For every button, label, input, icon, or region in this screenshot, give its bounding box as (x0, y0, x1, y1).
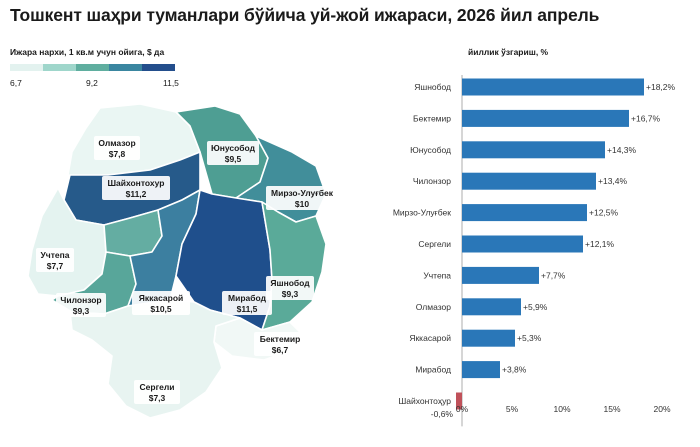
bar (462, 298, 521, 316)
value-label: +18,2% (646, 82, 676, 92)
bar (462, 141, 605, 159)
label-uchtepa-name: Учтепа (41, 250, 70, 260)
value-label: +5,9% (523, 302, 548, 312)
label-olmazor: Олмазор $7,8 (94, 136, 140, 160)
legend-swatch (76, 64, 109, 71)
district-map: Ижара нархи, 1 кв.м учун ойига, $ да 6,7… (10, 47, 338, 418)
label-olmazor-name: Олмазор (98, 138, 135, 148)
legend-swatch (43, 64, 76, 71)
label-mirzo-value: $10 (295, 199, 309, 209)
legend-swatch (142, 64, 175, 71)
bar (462, 172, 596, 190)
value-label: +7,7% (541, 270, 566, 280)
label-mirobod-value: $11,5 (237, 304, 258, 314)
value-label: +16,7% (631, 113, 661, 123)
label-mirobod: Мирабод $11,5 (222, 291, 272, 315)
label-mirzo-name: Мирзо-Улуғбек (271, 188, 334, 198)
bar (462, 361, 500, 379)
label-shayxontoxur: Шайхонтохур $11,2 (102, 176, 170, 200)
x-tick-label: 15% (603, 404, 620, 414)
label-sergeli-value: $7,3 (149, 393, 166, 403)
label-uchtepa: Учтепа $7,7 (36, 248, 74, 272)
label-yakkasaroy: Яккасарой $10,5 (132, 291, 190, 315)
label-chilonzor-value: $9,3 (73, 306, 90, 316)
label-yunusobod: Юнусобод $9,5 (207, 141, 259, 165)
x-tick-label: 5% (506, 404, 519, 414)
value-label: +12,1% (585, 239, 615, 249)
label-yashnobod: Яшнобод $9,3 (266, 276, 314, 300)
label-yashnobod-name: Яшнобод (270, 278, 310, 288)
label-uchtepa-value: $7,7 (47, 261, 64, 271)
label-shayxontoxur-value: $11,2 (126, 189, 147, 199)
bar (462, 329, 515, 347)
label-yakkasaroy-name: Яккасарой (139, 293, 184, 303)
value-label: +12,5% (589, 208, 619, 218)
x-tick-label: 10% (553, 404, 570, 414)
legend-swatch (10, 64, 43, 71)
value-label: +14,3% (607, 145, 637, 155)
label-yunusobod-value: $9,5 (225, 154, 242, 164)
label-mirzo: Мирзо-Улуғбек $10 (266, 186, 338, 210)
legend-swatch (109, 64, 142, 71)
bar (462, 235, 583, 253)
bar (462, 204, 587, 222)
value-label: +3,8% (502, 365, 527, 375)
page-title: Тошкент шаҳри туманлари бўйича уй-жой иж… (10, 5, 600, 25)
label-bektemir-value: $6,7 (272, 345, 289, 355)
bar (462, 109, 629, 127)
bar (462, 78, 644, 96)
district-labels: Олмазор $7,8 Юнусобод $9,5 Шайхонтохур $… (36, 136, 338, 404)
label-chilonzor-name: Чилонзор (60, 295, 101, 305)
label-olmazor-value: $7,8 (109, 149, 126, 159)
label-bektemir-name: Бектемир (260, 334, 301, 344)
label-sergeli: Сергели $7,3 (134, 380, 180, 404)
label-mirobod-name: Мирабод (228, 293, 267, 303)
value-label: +13,4% (598, 176, 628, 186)
legend-tick-min: 6,7 (10, 78, 22, 88)
color-legend (10, 64, 175, 71)
label-bektemir: Бектемир $6,7 (254, 332, 306, 356)
label-yashnobod-value: $9,3 (282, 289, 299, 299)
chart-title: йиллик ўзгариш, % (468, 47, 549, 57)
bar (462, 266, 539, 284)
label-yakkasaroy-value: $10,5 (150, 304, 172, 314)
label-sergeli-name: Сергели (140, 382, 175, 392)
label-yunusobod-name: Юнусобод (211, 143, 256, 153)
value-label: +5,3% (517, 333, 542, 343)
label-chilonzor: Чилонзор $9,3 (56, 293, 106, 317)
legend-tick-mid: 9,2 (86, 78, 98, 88)
legend-tick-max: 11,5 (163, 78, 179, 88)
label-shayxontoxur-name: Шайхонтохур (107, 178, 164, 188)
legend-title: Ижара нархи, 1 кв.м учун ойига, $ да (10, 47, 164, 57)
x-tick-label: 20% (653, 404, 670, 414)
